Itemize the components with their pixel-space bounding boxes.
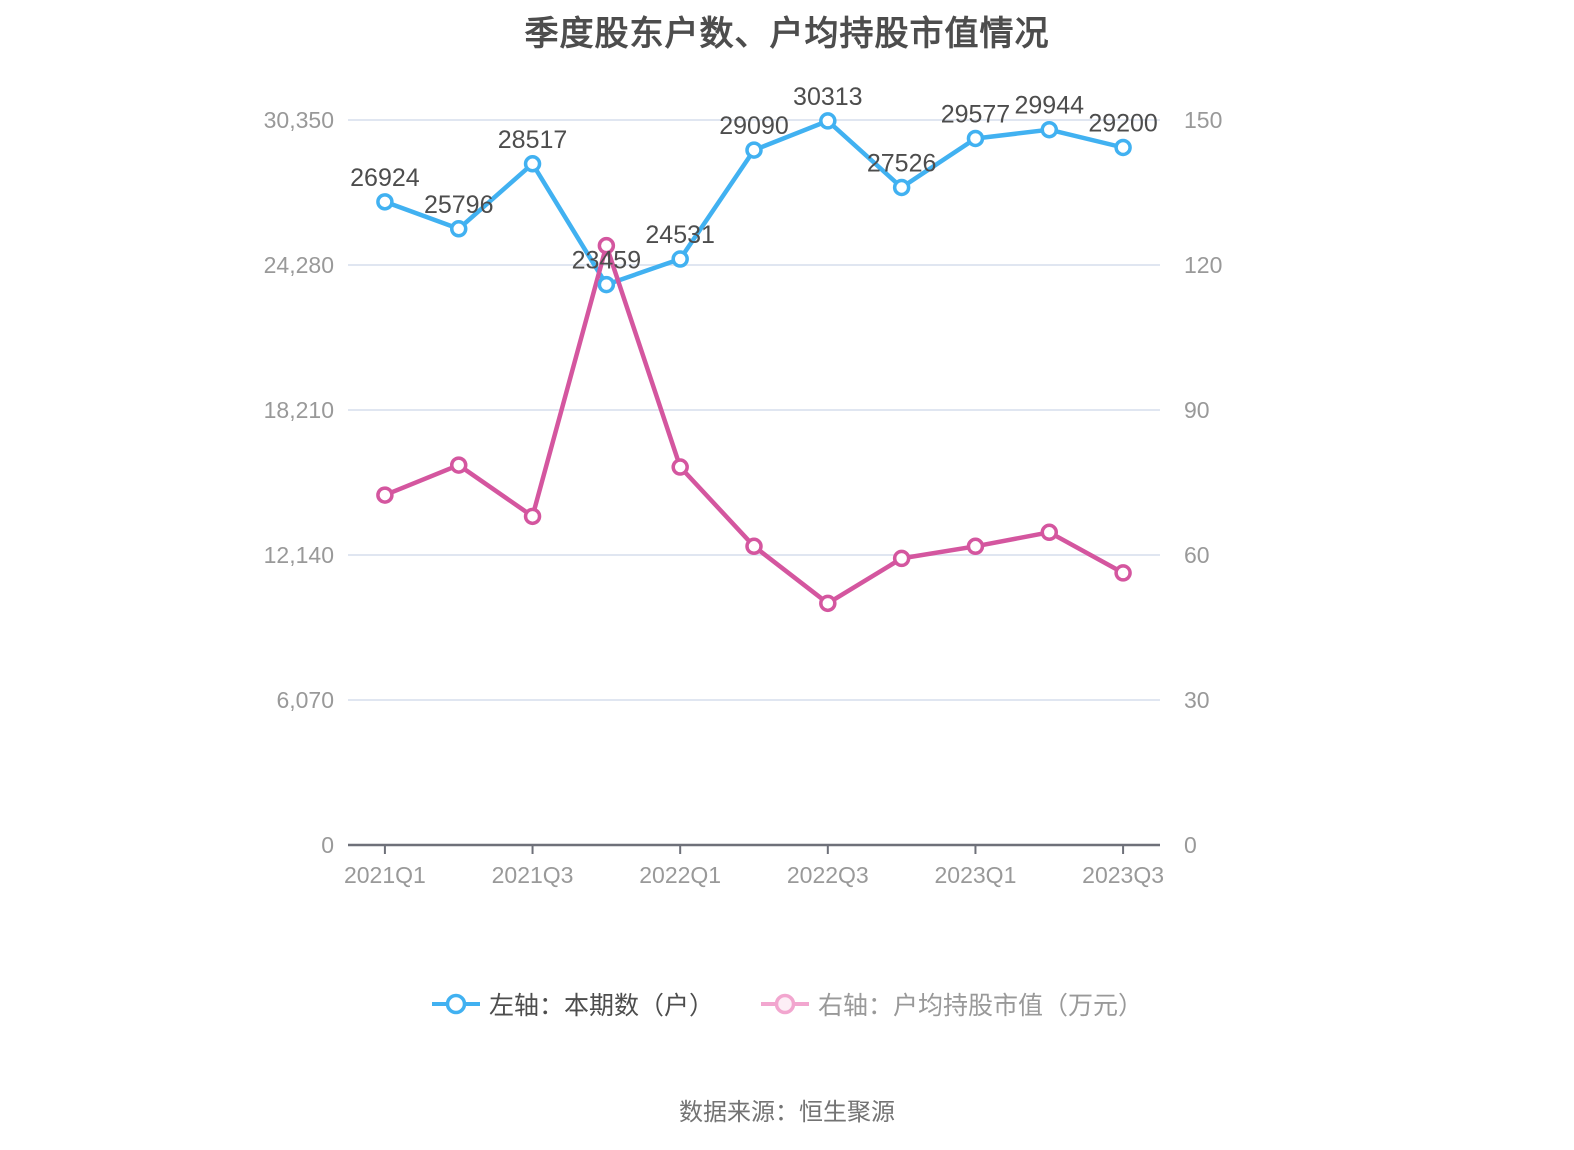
right-axis-tick-label: 90 — [1184, 397, 1210, 423]
market-value-point — [745, 537, 763, 556]
blue-line-circle-icon — [431, 993, 480, 1015]
line-chart: 2021Q1 2021Q3 2022Q1 2022Q3 2023Q1 2023Q3 0 6,0… — [264, 83, 1223, 888]
market-value-point — [1040, 523, 1059, 542]
right-axis-tick-label: 60 — [1184, 542, 1210, 568]
data-label: 29090 — [719, 112, 789, 140]
right-axis-tick-label: 150 — [1184, 107, 1222, 133]
shareholders-point — [745, 141, 763, 159]
data-label: 29200 — [1088, 109, 1158, 137]
shareholders-point — [966, 129, 985, 148]
data-label: 27526 — [867, 149, 937, 177]
right-axis-tick-label: 0 — [1184, 832, 1197, 858]
legend-item-market-value[interactable]: 右轴：户均持股市值（万元） — [760, 986, 1143, 1022]
data-label: 24531 — [645, 221, 715, 249]
left-axis-tick-label: 6,070 — [276, 687, 334, 713]
x-tick-label: 2022Q3 — [787, 862, 869, 888]
x-tick-label: 2022Q1 — [639, 862, 721, 888]
shareholders-point — [376, 193, 394, 211]
market-value-point — [1114, 564, 1132, 582]
shareholders-point — [1114, 138, 1132, 157]
shareholders-point — [671, 250, 689, 268]
market-value-point — [819, 594, 837, 613]
x-tick-label: 2023Q1 — [935, 862, 1017, 888]
right-axis-tick-label: 120 — [1184, 252, 1222, 278]
data-source-text: 数据来源：恒生聚源 — [679, 1099, 895, 1126]
pink-line-circle-icon — [761, 993, 809, 1015]
shareholders-point — [1040, 120, 1059, 139]
data-label: 23459 — [572, 247, 642, 275]
data-label: 25796 — [424, 191, 494, 219]
left-axis-tick-label: 24,280 — [264, 252, 334, 278]
left-axis-tick-label: 12,140 — [264, 542, 334, 568]
shareholders-point — [449, 220, 468, 238]
left-axis-tick-label: 18,210 — [264, 397, 334, 423]
data-label: 30313 — [793, 83, 863, 111]
left-axis-tick-label: 0 — [321, 832, 334, 858]
data-label: 29577 — [941, 100, 1011, 128]
market-value-point — [376, 486, 394, 504]
x-tick-label: 2021Q1 — [344, 862, 426, 888]
shareholders-point — [523, 155, 542, 173]
market-value-point — [671, 458, 689, 476]
data-label: 29944 — [1015, 92, 1085, 120]
x-tick-label: 2021Q3 — [492, 862, 574, 888]
market-value-point — [597, 236, 616, 255]
legend: 左轴：本期数（户） 右轴：户均持股市值（万元） — [0, 986, 1574, 1022]
shareholders-point — [819, 112, 837, 130]
data-label: 26924 — [350, 164, 420, 192]
data-label: 28517 — [498, 126, 568, 154]
legend-label-shareholders: 左轴：本期数（户） — [488, 992, 714, 1020]
shareholders-point — [597, 275, 616, 294]
legend-label-market-value: 右轴：户均持股市值（万元） — [818, 992, 1144, 1020]
market-value-point — [892, 549, 911, 568]
left-axis-tick-label: 30,350 — [264, 107, 334, 133]
right-axis-tick-label: 30 — [1184, 687, 1210, 713]
x-tick-label: 2023Q3 — [1082, 862, 1164, 888]
market-value-point — [449, 456, 468, 474]
chart-title: 季度股东户数、户均持股市值情况 — [524, 15, 1050, 53]
market-value-point — [523, 507, 542, 526]
market-value-point — [966, 537, 985, 556]
legend-item-shareholders[interactable]: 左轴：本期数（户） — [431, 986, 714, 1022]
shareholders-point — [892, 178, 911, 197]
